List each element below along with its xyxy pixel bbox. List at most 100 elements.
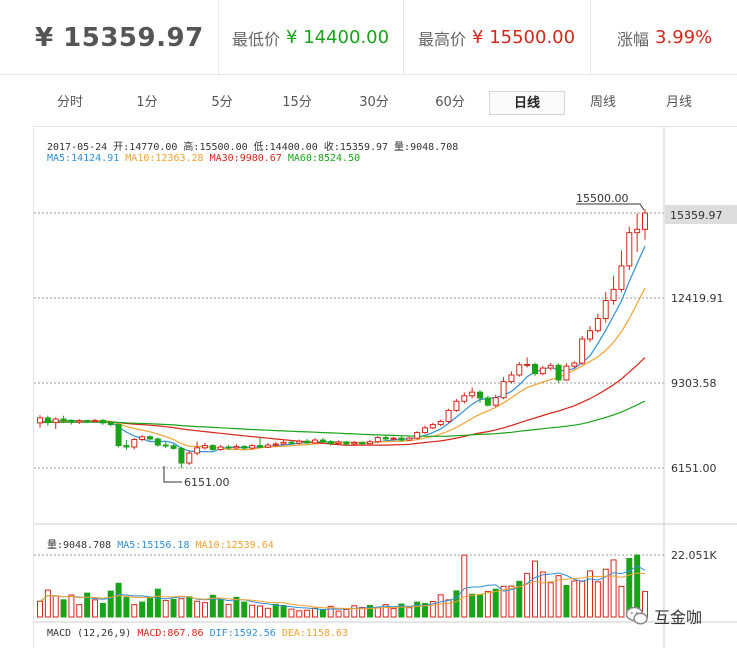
- volume-bar: [602, 568, 609, 618]
- tab-5min[interactable]: 5分: [211, 95, 233, 110]
- volume-bar: [343, 608, 350, 618]
- volume-bar: [154, 588, 161, 618]
- ma60-line: [40, 400, 646, 437]
- volume-bar: [516, 580, 523, 618]
- volume-bar: [178, 598, 185, 618]
- candle-body: [579, 338, 586, 364]
- candle-body: [359, 442, 366, 445]
- candle-body: [319, 439, 326, 443]
- watermark: 互金咖: [625, 604, 702, 628]
- candle-body: [477, 391, 483, 399]
- volume-bar: [539, 571, 546, 618]
- candle-body: [186, 452, 193, 464]
- volume-bar: [319, 608, 326, 618]
- volume-bar: [563, 585, 570, 618]
- candle-body: [139, 436, 146, 441]
- volume-bar: [139, 601, 146, 618]
- candle-body: [594, 317, 601, 332]
- volume-bar: [37, 600, 43, 618]
- price-tick-label: 15359.97: [670, 209, 723, 222]
- volume-bar: [264, 607, 271, 618]
- candle-body: [178, 447, 185, 464]
- candle-body: [60, 418, 67, 421]
- candle-body: [217, 446, 224, 450]
- volume-bar: [532, 560, 538, 618]
- volume-bar: [610, 559, 617, 618]
- last-price-tag: [665, 205, 737, 224]
- candle-body: [154, 438, 161, 446]
- candle-body: [516, 364, 523, 376]
- volume-bar: [60, 599, 67, 618]
- change-value: 3.99%: [655, 27, 713, 48]
- ma5-line: [39, 245, 646, 453]
- tab-weekly[interactable]: 周线: [589, 95, 616, 110]
- candle-body: [162, 444, 169, 447]
- candle-body: [264, 444, 271, 448]
- volume-ma5-line: [39, 565, 646, 611]
- candle-body: [241, 445, 248, 449]
- tab-30min[interactable]: 30分: [359, 95, 389, 110]
- volume-bar: [312, 607, 318, 618]
- volume-bar: [241, 601, 248, 618]
- volume-bar: [422, 603, 428, 618]
- low-price-cell: 最低价 ¥ 14400.00: [232, 0, 402, 75]
- volume-bar: [508, 585, 515, 618]
- macd-value: MACD:867.86: [137, 628, 204, 639]
- ohlc-info: 2017-05-24 开:14770.00 高:15500.00 低:14400…: [47, 142, 459, 153]
- volume-bar: [398, 603, 405, 618]
- volume-bar: [484, 590, 491, 618]
- volume-bar: [76, 604, 83, 618]
- candle-body: [587, 330, 593, 340]
- volume-ma5-value: MA5:15156.18: [117, 540, 190, 551]
- volume-bar: [99, 603, 106, 618]
- candle-body: [626, 232, 633, 267]
- candle-body: [610, 288, 617, 302]
- volume-bar: [233, 596, 240, 618]
- volume-bar: [477, 594, 483, 618]
- high-annotation-label: 15500.00: [576, 192, 629, 205]
- volume-bar: [147, 596, 153, 618]
- candle-body: [76, 420, 83, 423]
- volume-bar: [327, 605, 334, 618]
- volume-bar: [52, 595, 59, 618]
- candle-body: [390, 437, 397, 440]
- ma-info: MA5:14124.91 MA10:12363.28 MA30:9980.67 …: [47, 153, 360, 164]
- ma30-value: MA30:9980.67: [209, 153, 282, 164]
- volume-bar: [359, 606, 366, 618]
- candle-body: [327, 441, 334, 444]
- volume-bar: [288, 608, 295, 618]
- volume-info: 量:9048.708 MA5:15156.18 MA10:12539.64: [47, 536, 274, 551]
- volume-bar: [453, 590, 460, 618]
- volume-bar: [296, 610, 303, 618]
- ma10-line: [40, 287, 646, 451]
- candle-body: [107, 422, 114, 426]
- candle-body: [453, 400, 460, 411]
- high-price-label: 最高价: [418, 29, 467, 49]
- tab-monthly[interactable]: 月线: [665, 95, 692, 110]
- tab-daily[interactable]: 日线: [489, 91, 565, 115]
- chart-frame: [33, 126, 737, 648]
- candle-body: [202, 445, 208, 449]
- volume-bar: [257, 605, 263, 618]
- low-annotation-pointer: [163, 466, 182, 483]
- volume-bar: [618, 585, 625, 618]
- tab-intraday[interactable]: 分时: [56, 95, 83, 110]
- candle-body: [492, 397, 499, 406]
- candle-body: [602, 300, 609, 319]
- divider: [590, 0, 591, 75]
- candle-body: [343, 441, 350, 445]
- candles: [37, 209, 648, 468]
- candle-body: [123, 445, 130, 448]
- candle-body: [52, 418, 59, 424]
- candle-body: [170, 445, 177, 449]
- tab-15min[interactable]: 15分: [282, 95, 312, 110]
- tab-1min[interactable]: 1分: [136, 95, 158, 110]
- candle-body: [147, 436, 153, 440]
- tab-60min[interactable]: 60分: [435, 95, 465, 110]
- volume-bar: [225, 603, 232, 618]
- dea-value: DEA:1158.63: [281, 628, 349, 639]
- price-tick-label: 9303.58: [671, 377, 717, 390]
- current-price-cell: ¥ 15359.97: [35, 0, 220, 75]
- change-cell: 涨幅 3.99%: [617, 0, 735, 75]
- volume-bars: [37, 554, 648, 618]
